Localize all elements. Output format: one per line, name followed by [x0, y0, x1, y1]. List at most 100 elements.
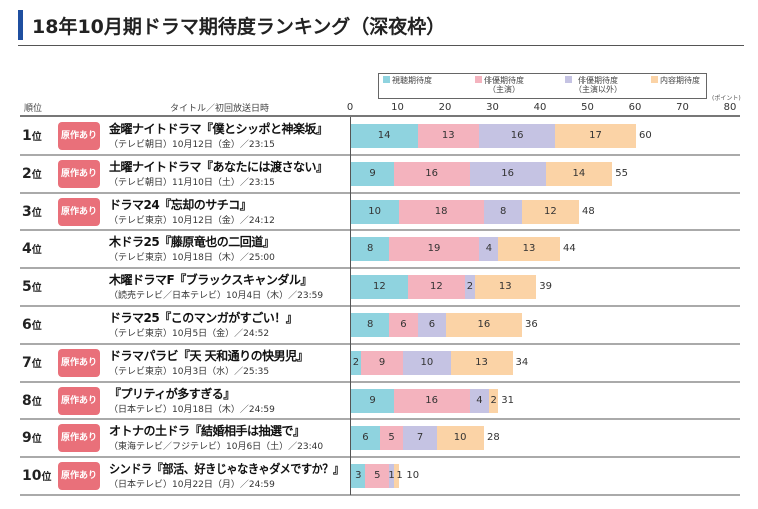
legend-swatch [475, 76, 482, 83]
bar-segment-value: 2 [490, 394, 497, 406]
bar-segment-value: 13 [441, 130, 455, 141]
rank-unit: 位 [31, 321, 42, 332]
broadcast-info: （テレビ東京）10月3日（水）／25:35 [109, 366, 270, 377]
legend-item: 内容期待度 [651, 76, 700, 85]
bar-segment-value: 5 [388, 432, 395, 444]
drama-title: 木曜ドラマF『ブラックスキャンダル』 [109, 273, 312, 288]
broadcast-info: （テレビ東京）10月12日（金）／24:12 [109, 215, 275, 226]
row-divider [20, 494, 740, 496]
broadcast-info: （テレビ朝日）10月12日（金）／23:15 [109, 140, 275, 150]
row-divider [20, 267, 740, 270]
bar-segment-value: 6 [400, 319, 407, 330]
bar-total-label: 28 [487, 432, 500, 444]
row-divider [20, 380, 740, 383]
bar-segment-value: 14 [572, 167, 586, 179]
bar-segment-3 [484, 199, 522, 224]
x-tick-label: 0 [346, 102, 354, 113]
bar-segment-1 [351, 313, 389, 337]
rank-label: 10位 [22, 468, 52, 485]
bar-segment-value: 8 [500, 205, 507, 217]
broadcast-info: （読売テレビ／日本テレビ）10月4日（木）／23:59 [109, 291, 324, 302]
bar-total-label: 36 [525, 319, 538, 330]
rank-label: 4位 [22, 241, 42, 258]
x-tick-label: 20 [438, 102, 452, 113]
rank-label: 9位 [22, 430, 42, 447]
broadcast-info: （東海テレビ／フジテレビ）10月6日（土）／23:40 [109, 442, 324, 453]
row-divider [20, 305, 740, 307]
bar-segment-2 [398, 199, 484, 224]
row-divider [20, 115, 740, 117]
original-work-badge: 原作あり [58, 122, 100, 150]
rank-label: 2位 [22, 165, 42, 182]
bar-segment-1 [351, 275, 408, 300]
bar-segment-value: 4 [476, 394, 483, 406]
chart-legend: 視聴期待度 俳優期待度 （主演） 俳優期待度 （主演以外） 内容期待度 [378, 73, 707, 99]
bar-segment-value: 16 [477, 319, 491, 330]
bar-segment-2 [389, 237, 480, 262]
rank-unit: 位 [31, 207, 42, 219]
rank-unit: 位 [31, 169, 42, 181]
bar-segment-1 [351, 350, 361, 375]
broadcast-info: （テレビ東京）10月18日（木）／25:00 [109, 253, 275, 264]
bar-segment-value: 13 [522, 243, 536, 255]
bar-segment-2 [393, 161, 470, 186]
bar-segment-1 [351, 388, 394, 413]
x-tick-label: 80 [723, 102, 737, 113]
bar-total-label: 55 [615, 167, 628, 179]
rank-label: 1位 [22, 128, 42, 144]
row-divider [20, 191, 740, 194]
drama-title: シンドラ『部活、好きじゃなきゃダメですか？』 [109, 462, 344, 477]
bar-segment-value: 8 [367, 319, 374, 330]
legend-item: 視聴期待度 [383, 76, 432, 85]
bar-total-label: 10 [406, 470, 420, 482]
bar-segment-2 [408, 275, 465, 300]
drama-title: ドラマパラビ『天 天和通りの快男児』 [109, 348, 309, 363]
bar-total-label: 48 [582, 205, 595, 217]
rank-unit: 位 [31, 396, 42, 408]
bar-total-label: 34 [515, 356, 529, 368]
bar-segment-2 [389, 313, 418, 337]
bar-segment-value: 8 [367, 243, 374, 255]
bar-segment-value: 10 [420, 356, 434, 368]
bar-total-label: 31 [501, 394, 514, 406]
bar-segment-2 [379, 426, 404, 451]
bar-segment-3 [465, 275, 475, 300]
row-divider [20, 153, 740, 156]
rank-unit: 位 [31, 283, 42, 295]
drama-title: ドラマ24『忘却のサチコ』 [109, 197, 252, 212]
broadcast-info: （日本テレビ）10月18日（木）／24:59 [109, 404, 275, 415]
rank-label: 3位 [22, 203, 42, 220]
rank-unit: 位 [31, 132, 42, 143]
page-title: 18年10月期ドラマ期待度ランキング（深夜枠） [32, 16, 446, 38]
bar-segment-value: 6 [362, 432, 369, 444]
bar-segment-value: 6 [428, 319, 436, 330]
bar-segment-value: 17 [589, 130, 602, 141]
rank-unit: 位 [41, 472, 52, 484]
bar-segment-value: 16 [425, 394, 438, 406]
bar-segment-3 [469, 388, 489, 413]
rank-label: 6位 [22, 317, 42, 333]
row-divider [20, 342, 740, 345]
bar-segment-1 [351, 237, 389, 262]
legend-label: 俳優期待度 （主演） [484, 76, 524, 94]
bar-segment-3 [389, 464, 394, 489]
drama-title: 『プリティが多すぎる』 [109, 386, 235, 401]
bar-segment-value: 16 [501, 167, 514, 179]
bar-segment-value: 13 [498, 281, 512, 293]
bar-segment-value: 12 [430, 281, 443, 293]
x-tick-label: 60 [628, 102, 642, 113]
bar-segment-3 [479, 237, 499, 262]
bar-segment-value: 14 [377, 130, 391, 141]
bar-segment-4 [498, 237, 560, 262]
legend-label: 内容期待度 [660, 76, 700, 85]
bar-total-label: 44 [563, 243, 576, 255]
row-divider [20, 456, 740, 459]
bar-segment-4 [545, 161, 613, 186]
axis-unit-label: (ポイント) [712, 95, 741, 102]
bar-segment-2 [360, 350, 404, 375]
legend-item: 俳優期待度 （主演以外） [565, 76, 622, 94]
bar-segment-4 [450, 350, 513, 375]
original-work-badge: 原作あり [58, 159, 100, 188]
bar-segment-value: 16 [510, 130, 524, 141]
drama-title: 土曜ナイトドラマ『あなたには渡さない』 [109, 159, 328, 174]
